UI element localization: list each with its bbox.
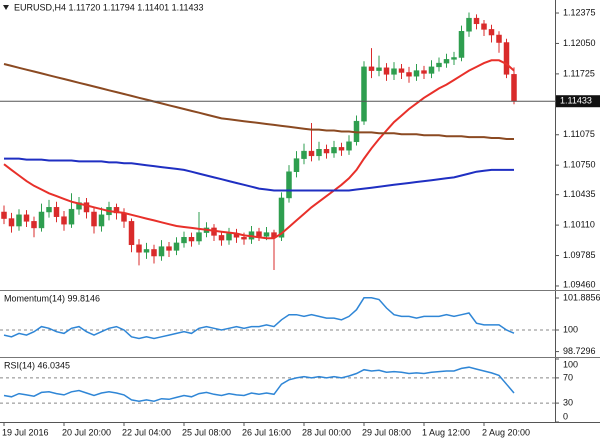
x-tick-label: 28 Jul 00:00: [302, 427, 351, 437]
candle-body: [218, 235, 225, 241]
candle-body: [398, 68, 405, 73]
candle-body: [301, 150, 307, 159]
candle-body: [331, 147, 337, 154]
panel-title: EURUSD,H4 1.11720 1.11794 1.11401 1.1143…: [14, 2, 203, 12]
candle-body: [136, 244, 142, 253]
panel-title: RSI(14) 46.0345: [4, 360, 70, 370]
y-tick-label: 98.7296: [563, 346, 596, 356]
candle-body: [481, 23, 487, 30]
candle-body: [413, 70, 420, 77]
candle-body: [503, 42, 510, 75]
y-tick-label: 30: [563, 397, 573, 407]
candle-body: [286, 171, 292, 199]
y-tick-label: 0: [563, 411, 568, 421]
candle-body: [158, 246, 165, 257]
candle-body: [383, 67, 390, 75]
moving-average-line: [3, 63, 514, 140]
y-tick-label: 100: [563, 324, 578, 334]
y-tick-label: 70: [563, 372, 573, 382]
candle-body: [323, 149, 330, 154]
candle-body: [226, 233, 232, 241]
y-tick-label: 1.10110: [563, 219, 595, 229]
candle-body: [391, 68, 397, 75]
y-tick-label: 1.11075: [563, 129, 595, 139]
candle-body: [346, 141, 352, 151]
y-tick-label: 1.11725: [563, 68, 595, 78]
candle-body: [38, 211, 45, 229]
candle-body: [31, 221, 37, 229]
x-tick-label: 20 Jul 20:00: [62, 427, 111, 437]
candle-body: [473, 17, 480, 25]
last-price-box: [556, 95, 600, 108]
candle-body: [46, 207, 52, 213]
candle-body: [361, 66, 367, 122]
candle-body: [143, 249, 150, 253]
last-price-label: 1.11433: [560, 96, 592, 106]
candle-body: [256, 231, 262, 237]
candle-body: [173, 242, 180, 251]
x-tick-label: 2 Aug 20:00: [482, 427, 530, 437]
candle-body: [368, 66, 375, 71]
candle-body: [98, 214, 105, 227]
symbol-menu-arrow: [3, 5, 9, 10]
x-tick-label: 1 Aug 12:00: [422, 427, 470, 437]
candle-body: [406, 72, 412, 77]
candle-body: [496, 34, 502, 43]
candle-body: [263, 232, 270, 237]
candle-body: [16, 214, 22, 227]
candle-body: [293, 158, 300, 172]
panel-title: Momentum(14) 99.8146: [4, 293, 100, 303]
candle-body: [8, 218, 15, 227]
y-tick-label: 100: [563, 359, 578, 369]
candle-body: [53, 207, 60, 217]
x-tick-label: 26 Jul 16:00: [242, 427, 291, 437]
candle-body: [308, 150, 315, 157]
candle-body: [61, 216, 67, 225]
candle-body: [128, 221, 135, 246]
candle-body: [488, 29, 495, 36]
candle-body: [166, 246, 172, 251]
indicator-line: [3, 366, 515, 402]
y-tick-label: 1.09785: [563, 250, 596, 260]
y-tick-label: 1.09460: [563, 279, 596, 289]
x-tick-label: 25 Jul 08:00: [182, 427, 231, 437]
candle-body: [196, 232, 202, 242]
indicator-line: [3, 297, 515, 340]
candle-body: [68, 208, 75, 225]
candle-body: [466, 17, 472, 32]
x-tick-label: 22 Jul 04:00: [122, 427, 171, 437]
y-tick-label: 1.12375: [563, 7, 596, 17]
candle-body: [451, 57, 457, 60]
candle-body: [428, 66, 435, 74]
y-tick-label: 1.10750: [563, 160, 596, 170]
x-tick-label: 29 Jul 08:00: [362, 427, 411, 437]
candle-body: [181, 237, 187, 244]
candle-body: [421, 70, 427, 74]
candle-body: [23, 214, 30, 222]
candle-body: [151, 249, 157, 257]
candle-body: [443, 59, 450, 64]
candle-body: [241, 237, 247, 240]
candle-body: [458, 31, 465, 58]
candle-body: [278, 197, 285, 238]
y-tick-label: 101.8856: [563, 292, 600, 302]
moving-average-line: [3, 59, 515, 240]
candle-body: [316, 149, 322, 157]
candle-body: [338, 147, 345, 151]
candle-body: [91, 211, 97, 227]
x-tick-label: 19 Jul 2016: [2, 427, 49, 437]
candle-body: [376, 67, 382, 71]
candle-body: [83, 202, 90, 213]
candle-body: [511, 74, 517, 102]
candle-body: [436, 62, 442, 68]
y-tick-label: 1.10435: [563, 189, 596, 199]
moving-average-line: [4, 157, 514, 192]
candle-body: [1, 211, 7, 219]
candle-body: [188, 237, 195, 242]
y-tick-label: 1.12050: [563, 38, 596, 48]
